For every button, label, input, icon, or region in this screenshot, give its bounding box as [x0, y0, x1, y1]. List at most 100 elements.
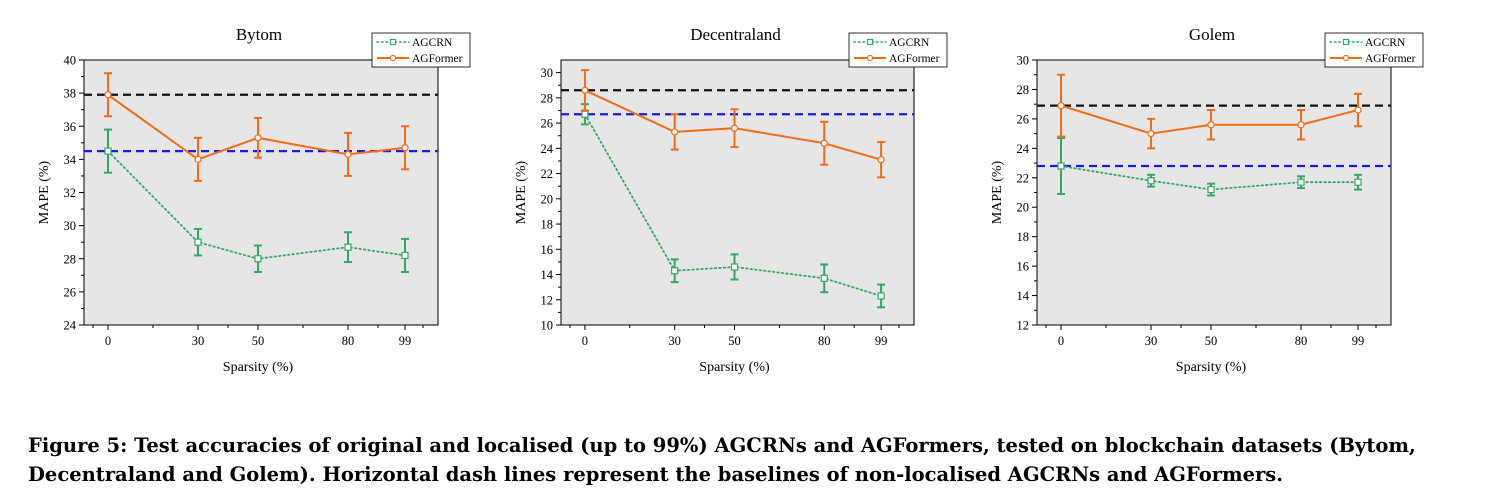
legend-label: AGCRN [889, 37, 930, 49]
x-tick-label: 50 [1205, 334, 1218, 348]
y-tick-label: 14 [1017, 289, 1030, 303]
x-tick-label: 99 [1352, 334, 1365, 348]
y-tick-label: 24 [64, 319, 77, 333]
chart-legend: AGCRN AGFormer [371, 32, 471, 68]
x-tick-label: 0 [105, 334, 111, 348]
plot-area [561, 60, 914, 325]
agcrn-point [1057, 162, 1065, 170]
legend-label: AGFormer [1365, 53, 1416, 65]
x-tick-label: 80 [1295, 334, 1308, 348]
y-tick-label: 34 [64, 153, 77, 167]
y-tick-label: 30 [1017, 54, 1030, 68]
y-tick-label: 16 [541, 243, 554, 257]
y-tick-label: 28 [1017, 83, 1030, 97]
y-tick-label: 36 [64, 120, 77, 134]
y-tick-label: 28 [541, 91, 554, 105]
y-tick-label: 40 [64, 54, 77, 68]
legend-box [848, 32, 948, 68]
caption-line-2: Decentraland and Golem). Horizontal dash… [28, 463, 1284, 486]
y-tick-label: 26 [541, 117, 554, 131]
agformer-point [1147, 130, 1155, 138]
x-axis-label: Sparsity (%) [223, 360, 294, 375]
agformer-point [820, 139, 828, 147]
agcrn-point [730, 263, 739, 271]
x-tick-label: 80 [818, 334, 831, 348]
agformer-point [254, 134, 262, 142]
chart-panel: Bytom 24 26 28 30 32 34 36 38 40 0 30 50 80 99 Sparsity… [37, 25, 471, 375]
legend-marker [389, 54, 397, 62]
y-tick-label: 24 [541, 142, 554, 156]
y-axis-label: MAPE (%) [37, 160, 52, 224]
y-axis-label: MAPE (%) [514, 160, 529, 224]
agformer-point [730, 124, 739, 132]
chart-title: Bytom [236, 25, 282, 44]
y-tick-label: 32 [64, 186, 77, 200]
legend-marker [1342, 38, 1350, 46]
agcrn-point [344, 243, 352, 251]
y-tick-label: 30 [64, 219, 77, 233]
y-axis-label: MAPE (%) [990, 160, 1005, 224]
agcrn-point [581, 110, 589, 118]
x-tick-label: 0 [1058, 334, 1064, 348]
x-tick-label: 80 [342, 334, 355, 348]
y-tick-label: 38 [64, 87, 77, 101]
chart-panel: Golem 12 14 16 18 20 22 24 26 28 30 0 30 50 80 99 Sparsi… [990, 25, 1424, 375]
agformer-point [194, 155, 202, 163]
y-tick-label: 10 [541, 319, 554, 333]
agcrn-point [104, 147, 112, 155]
y-tick-label: 22 [1017, 171, 1030, 185]
x-tick-label: 0 [582, 334, 588, 348]
y-tick-label: 20 [541, 192, 554, 206]
x-tick-label: 30 [192, 334, 205, 348]
plot-area [84, 60, 438, 325]
legend-marker [389, 38, 397, 46]
agcrn-point [194, 238, 202, 246]
chart-legend: AGCRN AGFormer [848, 32, 948, 68]
agformer-point [1057, 102, 1065, 110]
x-tick-label: 50 [252, 334, 265, 348]
agcrn-point [671, 267, 679, 275]
agcrn-point [820, 274, 828, 282]
y-tick-label: 12 [541, 293, 554, 307]
agcrn-series-line [1060, 165, 1359, 191]
agformer-point [104, 91, 112, 99]
legend-box [1324, 32, 1424, 68]
y-tick-label: 12 [1017, 319, 1030, 333]
x-tick-label: 30 [668, 334, 681, 348]
legend-marker [866, 38, 874, 46]
legend-label: AGCRN [412, 37, 453, 49]
agformer-point [1354, 106, 1362, 114]
y-tick-label: 14 [541, 268, 554, 282]
caption-line-1: Figure 5: Test accuracies of original an… [28, 434, 1416, 457]
agcrn-point [254, 255, 262, 263]
figure-charts: Bytom 24 26 28 30 32 34 36 38 40 0 30 50 80 99 Sparsity… [37, 25, 1424, 375]
agformer-point [581, 86, 589, 94]
agcrn-point [1147, 177, 1155, 185]
y-tick-label: 16 [1017, 260, 1030, 274]
agcrn-point [1297, 178, 1305, 186]
agcrn-point [401, 251, 409, 260]
y-tick-label: 26 [64, 285, 77, 299]
y-tick-label: 20 [1017, 201, 1030, 215]
agcrn-point [1207, 185, 1215, 194]
chart-panel: Decentraland 10 12 14 16 18 20 22 24 26 28 30 0 30 50 8… [514, 25, 948, 375]
y-tick-label: 24 [1017, 142, 1030, 156]
legend-marker [1342, 54, 1350, 62]
legend-label: AGFormer [889, 53, 940, 65]
agformer-point [344, 150, 352, 159]
agformer-point [401, 144, 409, 152]
y-tick-label: 22 [541, 167, 554, 181]
y-tick-label: 26 [1017, 112, 1030, 126]
x-tick-label: 99 [875, 334, 888, 348]
x-tick-label: 30 [1145, 334, 1158, 348]
chart-title: Decentraland [690, 25, 781, 44]
y-tick-label: 18 [541, 218, 554, 232]
figure-caption: Figure 5: Test accuracies of original an… [28, 431, 1468, 489]
agformer-point [1207, 121, 1215, 129]
y-tick-label: 18 [1017, 230, 1030, 244]
agcrn-point [877, 292, 885, 300]
x-tick-label: 99 [399, 334, 412, 348]
legend-box [371, 32, 471, 68]
x-axis-label: Sparsity (%) [699, 360, 770, 375]
agformer-point [877, 156, 885, 164]
